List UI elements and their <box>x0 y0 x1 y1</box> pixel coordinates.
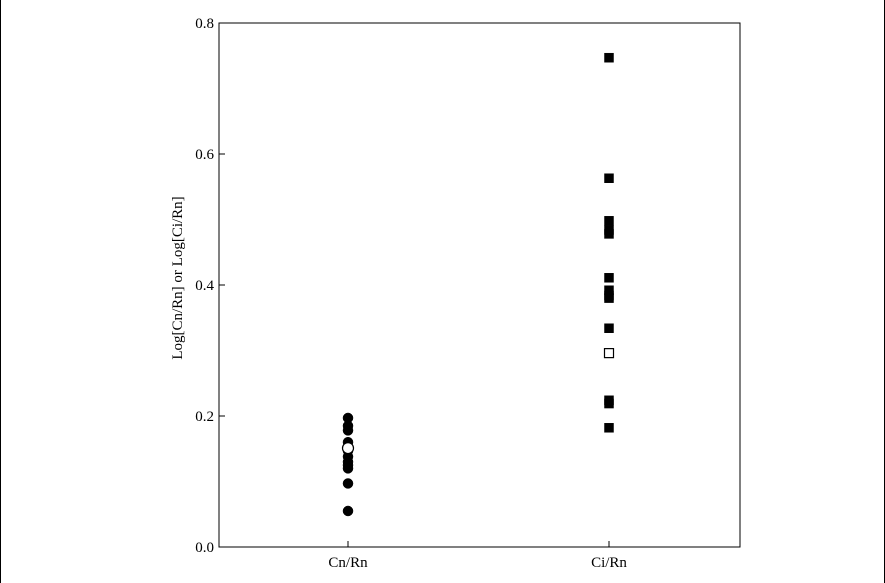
x-category-label: Cn/Rn <box>328 555 368 571</box>
data-point-cn-rn <box>342 463 354 474</box>
data-point-cn-rn <box>342 425 354 436</box>
data-point-cn-rn <box>342 478 354 489</box>
data-point-ci-rn <box>604 423 614 433</box>
data-point-ci-rn <box>604 216 614 226</box>
y-axis-label: Log[Cn/Rn] or Log[Ci/Rn] <box>170 196 186 359</box>
y-tick-label: 0.0 <box>195 540 214 556</box>
plot-area <box>218 22 741 548</box>
data-point-ci-rn <box>604 398 614 409</box>
data-point-cn-rn <box>342 505 354 517</box>
data-point-ci-rn <box>604 52 614 63</box>
data-point-ci-rn <box>604 173 614 183</box>
mean-point-ci-rn <box>603 348 615 359</box>
data-point-ci-rn <box>604 323 614 333</box>
data-point-ci-rn <box>604 293 614 303</box>
y-tick-label: 0.4 <box>195 278 214 294</box>
mean-point-cn-rn <box>341 441 355 455</box>
y-tick-label: 0.6 <box>195 147 214 163</box>
data-point-ci-rn <box>604 273 614 283</box>
y-tick-label: 0.2 <box>195 409 214 425</box>
y-tick-label: 0.8 <box>195 16 214 32</box>
x-category-label: Ci/Rn <box>591 555 627 571</box>
data-point-ci-rn <box>604 229 614 239</box>
